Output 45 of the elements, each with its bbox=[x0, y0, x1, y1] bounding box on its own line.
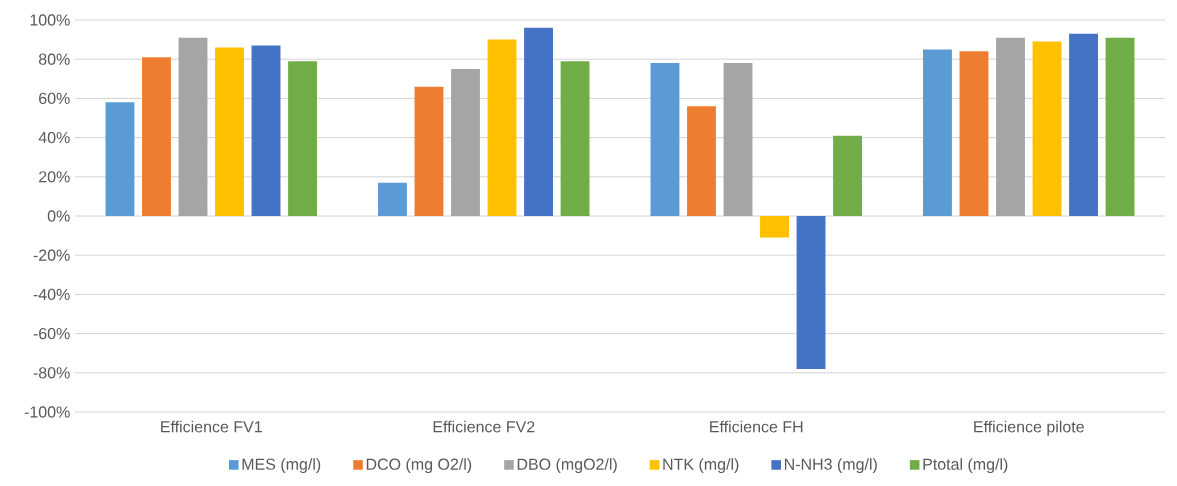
x-tick-label: Efficience FH bbox=[710, 420, 803, 433]
y-tick-label: -60% bbox=[33, 327, 70, 340]
bar bbox=[560, 61, 590, 216]
legend-label: MES (mg/l) bbox=[242, 458, 321, 474]
bar bbox=[959, 51, 989, 216]
bar bbox=[178, 37, 208, 216]
y-tick-label: 40% bbox=[38, 131, 70, 144]
bar bbox=[288, 61, 317, 216]
legend-label: DCO (mg O2/l) bbox=[366, 458, 472, 474]
y-tick-label: 0% bbox=[47, 210, 70, 222]
legend-label: Ptotal (mg/l) bbox=[923, 458, 1008, 474]
x-tick-label: Efficience FV1 bbox=[161, 420, 262, 433]
bar bbox=[1069, 33, 1098, 216]
bar bbox=[796, 216, 826, 369]
bar bbox=[524, 27, 553, 216]
bar bbox=[487, 39, 517, 216]
x-tick-label: Efficience FV2 bbox=[433, 420, 535, 433]
bar bbox=[760, 216, 789, 238]
y-tick-label: -100% bbox=[24, 406, 70, 418]
legend-label: NTK (mg/l) bbox=[663, 458, 739, 474]
bar bbox=[378, 182, 407, 216]
y-tick-label: -40% bbox=[33, 288, 70, 301]
bar bbox=[451, 69, 480, 216]
bar bbox=[833, 135, 862, 216]
y-tick-label: -80% bbox=[33, 367, 70, 379]
y-tick-label: 80% bbox=[38, 53, 70, 65]
bar bbox=[251, 45, 281, 216]
bar bbox=[142, 57, 171, 216]
bar bbox=[1032, 41, 1062, 216]
bar bbox=[723, 63, 753, 216]
y-tick-label: 60% bbox=[39, 92, 70, 105]
bar bbox=[650, 63, 680, 216]
legend-label: DBO (mgO2/l) bbox=[517, 458, 617, 474]
y-tick-label: -20% bbox=[33, 249, 70, 261]
bar bbox=[923, 49, 952, 216]
x-tick-label: Efficience pilote bbox=[974, 420, 1084, 436]
bar bbox=[996, 37, 1025, 216]
bar bbox=[687, 106, 716, 216]
y-tick-label: 20% bbox=[39, 171, 70, 183]
bar bbox=[105, 102, 135, 216]
bar bbox=[1105, 37, 1135, 216]
y-tick-label: 100% bbox=[30, 14, 70, 26]
bar bbox=[414, 86, 444, 216]
bar bbox=[215, 47, 244, 216]
legend-label: N-NH3 (mg/l) bbox=[784, 458, 877, 474]
